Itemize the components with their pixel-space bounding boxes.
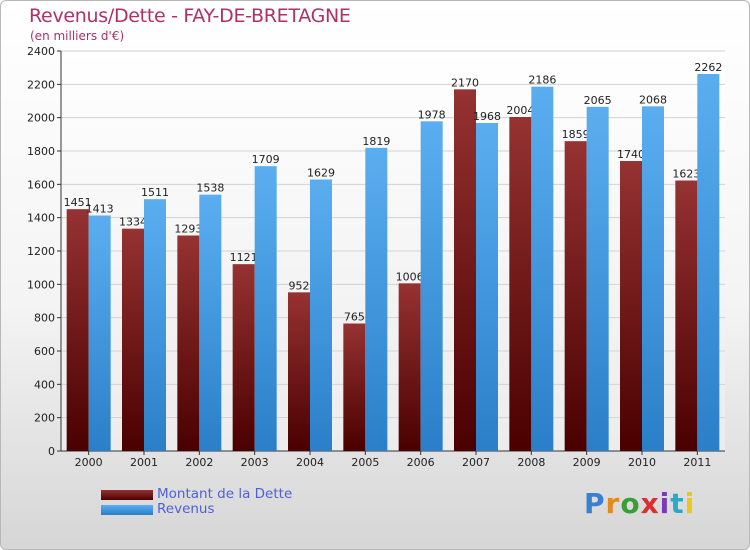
bar-dette-2003 [232,264,255,451]
chart-subtitle: (en milliers d'€) [30,29,125,43]
y-tick-label: 1000 [27,278,55,291]
bar-dette-2004 [288,292,310,451]
bar-dette-2011 [675,180,698,451]
x-tick-label: 2000 [75,456,103,469]
x-tick-label: 2002 [185,456,213,469]
data-label-dette-2010: 1740 [617,148,645,161]
legend-label-revenus: Revenus [157,501,215,517]
data-label-dette-2003: 1121 [230,251,258,264]
bar-revenus-2006 [420,121,443,451]
logo-letter: x [640,487,660,520]
y-tick-label: 600 [34,345,55,358]
bar-revenus-2003 [254,166,277,451]
legend-label-dette: Montant de la Dette [157,486,293,502]
data-label-revenus-2001: 1511 [141,186,169,199]
logo-letter: t [670,487,685,520]
logo-letter: o [620,487,641,520]
bar-revenus-2005 [365,147,388,452]
data-label-dette-2004: 952 [289,279,310,292]
data-label-dette-2000: 1451 [64,196,92,209]
bar-revenus-2002 [199,194,222,451]
bar-revenus-2009 [586,106,609,451]
data-label-dette-2001: 1334 [119,216,147,229]
bar-revenus-2001 [144,199,166,451]
x-tick-label: 2003 [241,456,269,469]
y-tick-label: 1600 [27,178,55,191]
data-label-revenus-2002: 1538 [196,182,224,195]
y-tick-label: 200 [34,412,55,425]
logo-letter: r [605,487,621,520]
bar-revenus-2000 [88,215,111,451]
y-tick-label: 800 [34,312,55,325]
x-tick-label: 2009 [573,456,601,469]
chart-title: Revenus/Dette - FAY-DE-BRETAGNE [29,5,351,27]
y-tick-label: 1200 [27,245,55,258]
bar-revenus-2004 [310,179,332,451]
bar-dette-2006 [398,283,421,451]
logo-letter: i [684,487,696,520]
data-label-revenus-2006: 1978 [418,108,446,121]
bar-dette-2008 [509,117,532,451]
bar-dette-2001 [122,228,144,451]
data-label-dette-2005: 765 [344,311,365,324]
bar-revenus-2008 [531,86,554,452]
bar-dette-2002 [177,235,200,451]
bar-revenus-2011 [697,74,720,451]
legend-swatch-dette [101,490,153,500]
bar-dette-2007 [454,89,476,451]
data-label-dette-2006: 1006 [396,270,424,283]
x-tick-label: 2011 [683,456,711,469]
data-label-revenus-2008: 2186 [528,74,556,87]
data-label-dette-2009: 1859 [562,128,590,141]
bar-revenus-2010 [642,106,664,451]
data-label-revenus-2009: 2065 [584,94,612,107]
data-label-revenus-2005: 1819 [362,135,390,148]
data-label-dette-2002: 1293 [174,223,202,236]
data-label-dette-2008: 2004 [506,104,534,117]
y-tick-label: 1800 [27,145,55,158]
logo-letter: i [659,487,671,520]
y-tick-label: 2200 [27,78,55,91]
data-label-dette-2007: 2170 [451,76,479,89]
y-tick-label: 2400 [27,45,55,58]
y-tick-label: 0 [48,445,55,458]
data-label-revenus-2011: 2262 [694,61,722,74]
x-tick-label: 2001 [130,456,158,469]
x-tick-label: 2007 [462,456,490,469]
bar-dette-2010 [620,161,642,451]
x-tick-label: 2010 [628,456,656,469]
data-label-revenus-2004: 1629 [307,167,335,180]
x-tick-label: 2004 [296,456,324,469]
data-label-revenus-2007: 1968 [473,110,501,123]
y-tick-label: 400 [34,378,55,391]
bar-dette-2005 [343,323,366,451]
proxiti-logo: Proxiti [584,487,695,520]
data-label-dette-2011: 1623 [672,168,700,181]
bar-dette-2009 [564,141,587,451]
logo-letter: P [584,487,606,520]
x-tick-label: 2005 [351,456,379,469]
x-tick-label: 2008 [517,456,545,469]
data-label-revenus-2000: 1413 [86,203,114,216]
bar-dette-2000 [66,209,89,451]
legend-swatch-revenus [101,505,153,515]
y-tick-label: 2000 [27,112,55,125]
data-label-revenus-2003: 1709 [252,153,280,166]
data-label-revenus-2010: 2068 [639,93,667,106]
y-tick-label: 1400 [27,212,55,225]
bar-revenus-2007 [476,123,498,451]
x-tick-label: 2006 [407,456,435,469]
